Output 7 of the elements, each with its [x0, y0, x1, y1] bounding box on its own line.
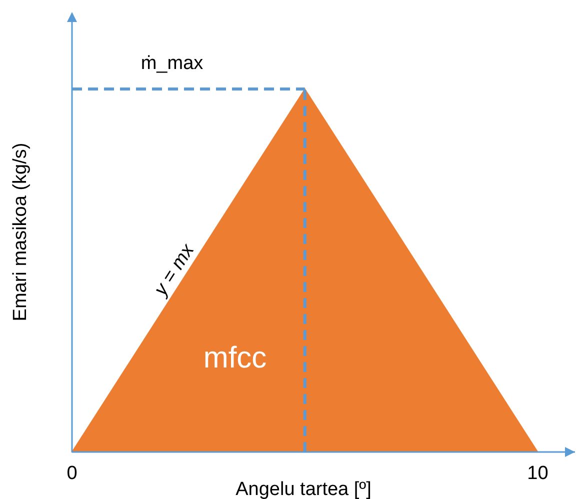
annotation: y = mx [149, 239, 200, 302]
y-axis-title: Emari masikoa (kg/s) [10, 142, 31, 322]
x-tick-label: 10 [527, 463, 548, 484]
x-tick-label: 0 [66, 463, 78, 484]
annotation: mfcc [203, 342, 267, 375]
ref-line-label: ṁ_max [140, 53, 204, 74]
x-axis-title: Angelu tartea [º] [236, 479, 372, 499]
